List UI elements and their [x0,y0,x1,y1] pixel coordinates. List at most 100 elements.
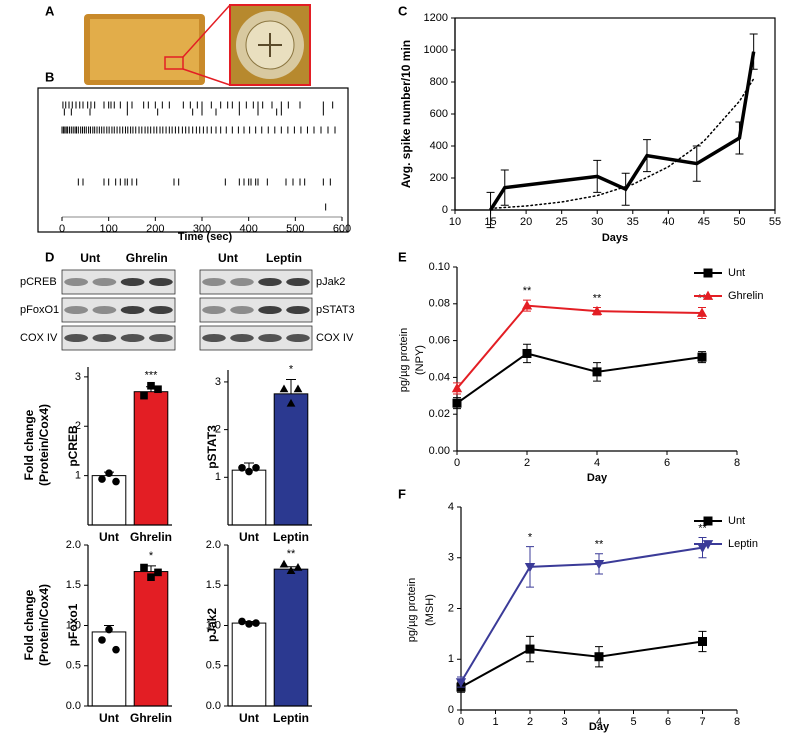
significance: * [149,550,154,562]
data-point [245,467,253,476]
series-line [460,640,703,689]
point [592,367,602,377]
y-tick-label: 3 [75,371,81,383]
y-tick-label: 2 [448,602,454,614]
y-tick-label: 0.0 [206,700,221,712]
y-tick-label: 1.5 [206,579,221,591]
y-tick-label: 0.10 [429,261,450,273]
blot-group-label: Leptin [266,251,302,265]
blot-band [120,306,145,314]
blot-band [258,306,282,314]
blot-band [120,334,145,342]
blot-group-label: Unt [218,251,238,265]
x-tick-label: 600 [333,223,351,235]
point [594,652,604,662]
significance: ** [523,285,532,297]
data-point [238,617,246,626]
point [522,348,532,358]
x-tick-label: Unt [99,530,119,544]
data-point [105,625,113,634]
x-tick-label: 40 [662,216,674,228]
y-tick-label: 0.08 [429,298,450,310]
x-tick-label: Leptin [273,711,309,725]
y-tick-label: 1200 [424,12,448,24]
point [593,560,605,570]
x-tick-label: 25 [556,216,568,228]
blot-band [64,334,89,342]
x-tick-label: Ghrelin [130,711,172,725]
data-point [154,568,162,577]
point [455,678,467,688]
panel-label: A [45,3,55,18]
data-point [112,477,120,486]
blot-band [202,334,226,342]
bar [231,469,267,526]
y-axis-label: (Protein/Cox4) [37,584,51,666]
y-tick-label: 0.02 [429,408,450,420]
y-tick-label: 2.0 [66,539,81,551]
error-bar [749,33,758,70]
x-tick-label: 3 [561,716,567,728]
bar [231,622,267,707]
point [698,636,707,646]
y-axis-label: pSTAT3 [205,425,219,469]
x-tick-label: Ghrelin [130,530,172,544]
error-bar [593,159,602,193]
point [451,383,463,393]
blot-row-label: COX IV [316,332,354,344]
x-tick-label: 20 [520,216,532,228]
x-tick-label: Unt [239,530,259,544]
x-tick-label: 8 [734,457,740,469]
blot-band [92,306,117,314]
blot-row-label: pSTAT3 [316,304,355,316]
y-tick-label: 400 [430,140,448,152]
y-tick-label: 1 [448,653,454,665]
x-tick-label: 55 [769,216,781,228]
series-line [460,546,703,683]
y-tick-label: 0.06 [429,335,450,347]
y-axis-label: pg/µg protein [406,578,418,642]
significance: *** [145,370,159,382]
legend-marker [702,290,714,300]
y-tick-label: 1 [75,470,81,482]
point [525,644,535,654]
series-line [456,352,703,404]
significance: ** [698,292,707,304]
x-tick-label: 45 [698,216,710,228]
data-point [98,475,106,483]
y-axis-label: Fold change [22,589,36,660]
data-point [252,619,260,627]
well-zoom-photo [229,4,311,86]
y-tick-label: 0.04 [429,371,450,383]
significance: ** [593,292,602,304]
x-axis-label: Day [589,721,610,733]
y-tick-label: 0.00 [429,445,450,457]
y-tick-label: 0.5 [66,660,81,672]
blot-band [148,334,173,342]
error-bar [692,145,701,182]
y-tick-label: 3 [215,376,221,388]
y-axis-label: pJak2 [205,608,219,642]
y-axis-label: pCREB [66,425,80,467]
plot-frame [454,17,776,211]
y-tick-label: 0.0 [66,700,81,712]
blot-band [120,278,145,286]
data-point [293,384,303,393]
y-axis-label: Avg. spike number/10 min [399,40,413,188]
x-tick-label: 6 [665,716,671,728]
panel-label: C [398,3,408,18]
y-tick-label: 1 [215,471,221,483]
data-point [279,384,289,393]
blot-row-label: COX IV [20,332,58,344]
y-tick-label: 0 [442,204,448,216]
y-axis-label: (Protein/Cox4) [37,404,51,486]
y-tick-label: 0 [448,704,454,716]
y-tick-label: 1.5 [66,579,81,591]
panel-label: E [398,249,407,264]
blot-band [202,306,226,314]
blot-row-label: pCREB [20,276,57,288]
blot-strip [61,297,176,323]
blot-band [92,334,117,342]
blot-group-label: Ghrelin [126,251,168,265]
error-bar [735,121,744,155]
